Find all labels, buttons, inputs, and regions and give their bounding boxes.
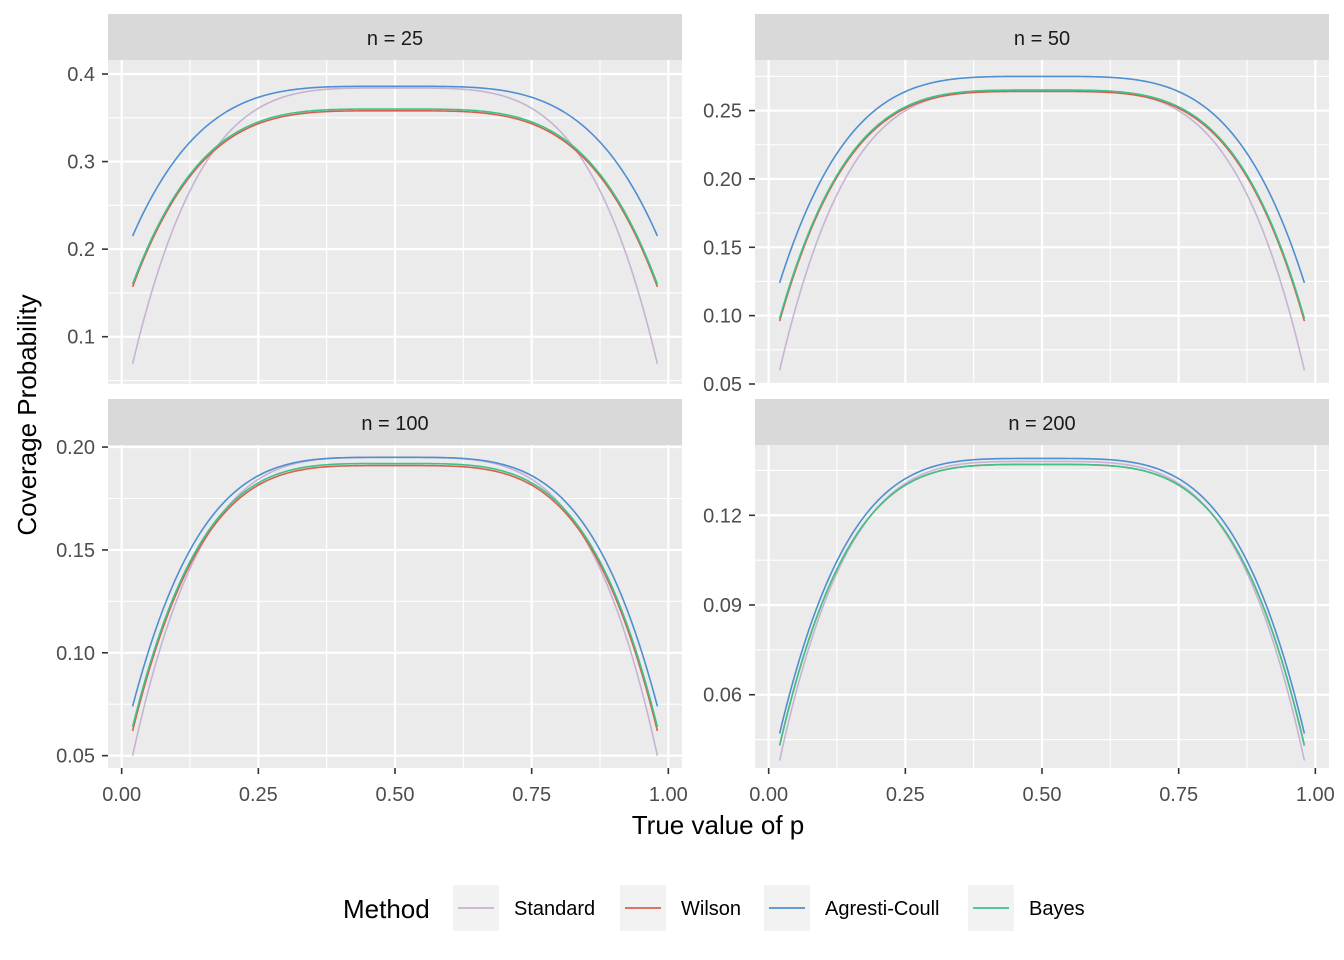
y-tick-label: 0.09	[703, 595, 742, 617]
x-tick-label: 0.00	[102, 784, 141, 806]
y-tick-label: 0.20	[703, 169, 742, 191]
legend-item-standard: Standard	[453, 885, 595, 931]
y-tick-label: 0.4	[67, 64, 95, 86]
legend-title: Method	[343, 894, 430, 924]
y-tick-label: 0.10	[703, 306, 742, 328]
series-line-agresti-coull	[778, 75, 1306, 284]
x-tick-label: 1.00	[649, 784, 688, 806]
panel-n-100: n = 100 0.00 0.25 0.50 0.75 1.00 0.05 0.10 0.15 0…	[56, 399, 688, 806]
y-tick-label: 0.05	[703, 374, 742, 396]
facet-strip	[108, 399, 682, 445]
y-tick-label: 0.06	[703, 685, 742, 707]
series-line-bayes	[131, 108, 659, 285]
x-tick-label: 0.50	[376, 784, 415, 806]
y-tick-label: 0.2	[67, 239, 95, 261]
legend-label: Bayes	[1029, 898, 1085, 920]
series-line-agresti-coull	[778, 457, 1306, 734]
facet-strip-label: n = 100	[361, 413, 428, 435]
x-tick-label: 0.25	[239, 784, 278, 806]
legend-label: Agresti-Coull	[825, 898, 939, 920]
series-line-bayes	[778, 89, 1306, 319]
series-line-agresti-coull	[131, 456, 659, 707]
x-tick-label: 0.75	[1159, 784, 1198, 806]
y-tick-label: 0.12	[703, 505, 742, 527]
legend-label: Wilson	[681, 898, 741, 920]
panels-layer: n = 25 0.1 0.2 0.3 0.4 n = 50 0.05 0.10 0.15 0.20…	[56, 14, 1335, 806]
series-line-wilson	[778, 90, 1306, 322]
panel-n-50: n = 50 0.05 0.10 0.15 0.20 0.25	[703, 14, 1329, 396]
legend-item-wilson: Wilson	[620, 885, 741, 931]
x-tick-label: 0.50	[1023, 784, 1062, 806]
series-line-bayes	[131, 462, 659, 728]
facet-strip	[108, 14, 682, 60]
facet-strip	[755, 14, 1329, 60]
series-line-wilson	[131, 464, 659, 732]
series-line-agresti-coull	[131, 85, 659, 237]
x-tick-label: 0.00	[749, 784, 788, 806]
y-tick-label: 0.1	[67, 327, 95, 349]
y-tick-label: 0.10	[56, 643, 95, 665]
x-tick-label: 0.25	[886, 784, 925, 806]
series-line-standard	[131, 87, 659, 365]
y-tick-label: 0.3	[67, 152, 95, 174]
y-tick-label: 0.15	[703, 237, 742, 259]
legend-item-bayes: Bayes	[968, 885, 1085, 931]
panel-n-25: n = 25 0.1 0.2 0.3 0.4	[67, 14, 682, 384]
y-tick-label: 0.05	[56, 746, 95, 768]
series-line-bayes	[778, 463, 1306, 746]
x-axis-title: True value of p	[632, 810, 804, 840]
legend-items: Standard Wilson Agresti-Coull Bayes	[453, 885, 1085, 931]
series-line-wilson	[131, 109, 659, 288]
y-tick-label: 0.15	[56, 540, 95, 562]
legend: Method Standard Wilson Agresti-Coull Bayes	[343, 885, 1085, 931]
facet-strip-label: n = 50	[1014, 28, 1070, 50]
panel-n-200: n = 200 0.00 0.25 0.50 0.75 1.00 0.06 0.09 0.12	[703, 399, 1335, 806]
legend-item-agresti-coull: Agresti-Coull	[764, 885, 939, 931]
y-tick-label: 0.20	[56, 437, 95, 459]
y-tick-label: 0.25	[703, 101, 742, 123]
facet-strip-label: n = 25	[367, 28, 423, 50]
facet-strip-label: n = 200	[1008, 413, 1075, 435]
legend-label: Standard	[514, 898, 595, 920]
facet-strip	[755, 399, 1329, 445]
y-axis-title: Coverage Probability	[12, 294, 42, 535]
x-tick-label: 0.75	[512, 784, 551, 806]
x-tick-label: 1.00	[1296, 784, 1335, 806]
